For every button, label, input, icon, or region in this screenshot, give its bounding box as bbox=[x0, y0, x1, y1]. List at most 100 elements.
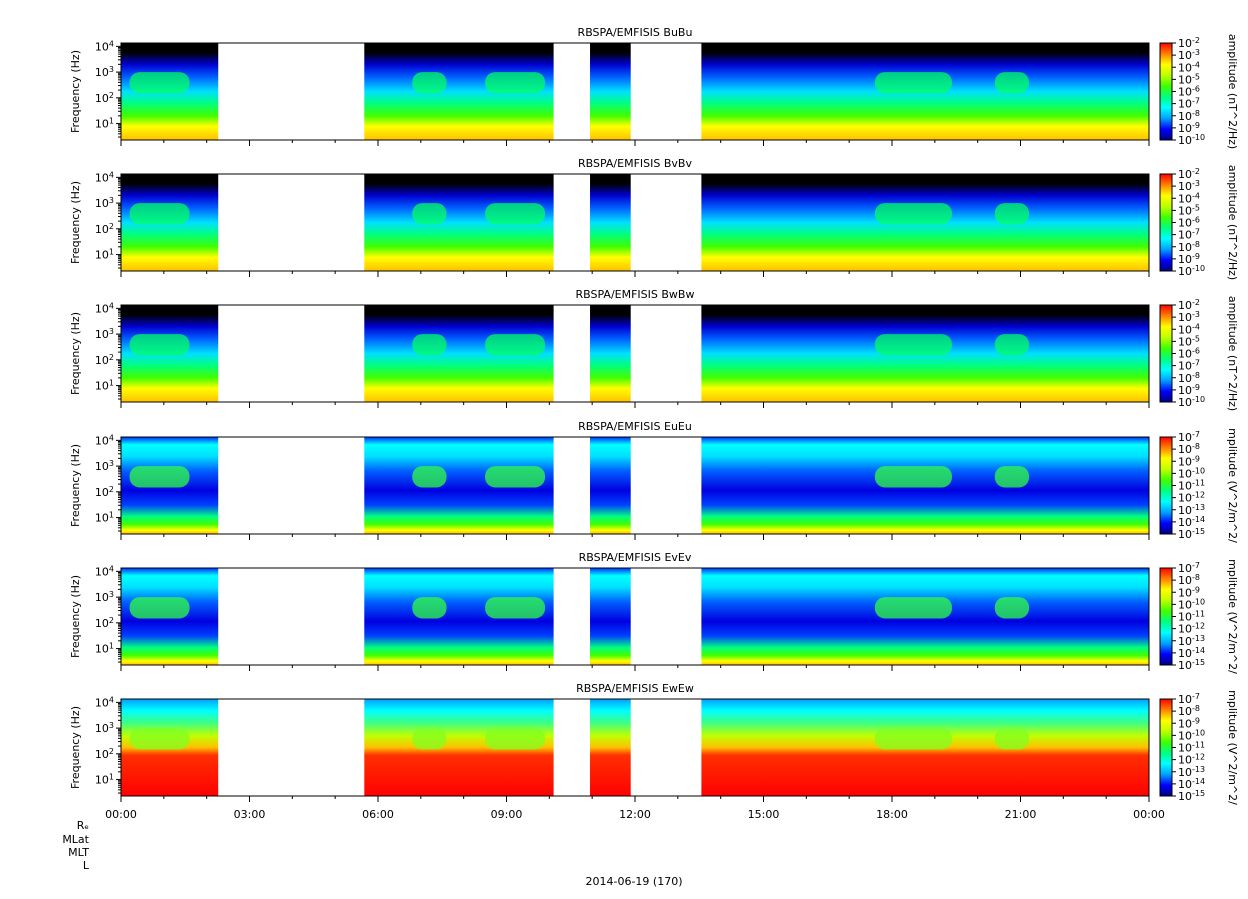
emission-band bbox=[412, 334, 447, 356]
colorbar-tick-label: 10-5 bbox=[1178, 72, 1200, 86]
y-tick-label: 103 bbox=[95, 459, 114, 473]
panel-title: RBSPA/EMFISIS EvEv bbox=[579, 551, 692, 564]
colorbar-tick-label: 10-4 bbox=[1178, 191, 1200, 205]
emission-band bbox=[129, 334, 190, 356]
colorbar-tick-label: 10-4 bbox=[1178, 322, 1200, 336]
emission-band bbox=[485, 203, 546, 225]
colorbar-tick-label: 10-11 bbox=[1178, 479, 1205, 493]
data-gap bbox=[553, 437, 591, 534]
colorbar-tick-label: 10-7 bbox=[1178, 228, 1200, 242]
colorbar-tick-label: 10-14 bbox=[1178, 777, 1205, 791]
y-tick-label: 102 bbox=[95, 91, 114, 105]
colorbar-tick-label: 10-15 bbox=[1178, 658, 1205, 672]
colorbar-tick-label: 10-9 bbox=[1178, 454, 1200, 468]
date-label: 2014-06-19 (170) bbox=[585, 875, 682, 888]
colorbar-tick-label: 10-15 bbox=[1178, 527, 1205, 541]
colorbar-tick-label: 10-15 bbox=[1178, 789, 1205, 803]
colorbar bbox=[1159, 173, 1173, 272]
y-tick-label: 101 bbox=[95, 248, 114, 262]
colorbar-tick-label: 10-12 bbox=[1178, 753, 1205, 767]
colorbar-tick-label: 10-12 bbox=[1178, 622, 1205, 636]
colorbar-tick-label: 10-7 bbox=[1178, 97, 1200, 111]
colorbar-tick-label: 10-5 bbox=[1178, 203, 1200, 217]
ephemeris-label: MLat bbox=[62, 833, 89, 846]
colorbar-tick-label: 10-13 bbox=[1178, 503, 1205, 517]
colorbar-tick-label: 10-14 bbox=[1178, 515, 1205, 529]
colorbar-tick-label: 10-10 bbox=[1178, 728, 1205, 742]
colorbar-tick-label: 10-6 bbox=[1178, 85, 1200, 99]
data-gap bbox=[630, 568, 702, 665]
y-tick-label: 102 bbox=[95, 222, 114, 236]
emission-band bbox=[874, 72, 952, 94]
y-tick-label: 102 bbox=[95, 485, 114, 499]
y-tick-label: 104 bbox=[95, 433, 114, 447]
colorbar-tick-label: 10-6 bbox=[1178, 216, 1200, 230]
colorbar-tick-label: 10-4 bbox=[1178, 60, 1200, 74]
colorbar-tick-label: 10-10 bbox=[1178, 597, 1205, 611]
colorbar-tick-label: 10-2 bbox=[1178, 298, 1200, 312]
colorbar-tick-label: 10-10 bbox=[1178, 395, 1205, 409]
emission-band bbox=[129, 72, 190, 94]
x-tick-label: 00:00 bbox=[1133, 808, 1165, 821]
colorbar-tick-label: 10-9 bbox=[1178, 716, 1200, 730]
emission-band bbox=[994, 466, 1030, 488]
colorbar-tick-label: 10-8 bbox=[1178, 109, 1200, 123]
colorbar-tick-label: 10-10 bbox=[1178, 133, 1205, 147]
y-tick-label: 103 bbox=[95, 196, 114, 210]
emission-band bbox=[412, 466, 447, 488]
x-tick-label: 06:00 bbox=[362, 808, 394, 821]
y-axis-label: Frequency (Hz) bbox=[69, 50, 82, 133]
colorbar-tick-label: 10-9 bbox=[1178, 585, 1200, 599]
colorbar-label: mplitude (V^2/m^2/ bbox=[1226, 690, 1239, 805]
y-tick-label: 101 bbox=[95, 379, 114, 393]
data-gap bbox=[630, 437, 702, 534]
colorbar bbox=[1159, 42, 1173, 141]
y-tick-label: 104 bbox=[95, 39, 114, 53]
colorbar-tick-label: 10-8 bbox=[1178, 704, 1200, 718]
y-tick-label: 101 bbox=[95, 117, 114, 131]
emission-band bbox=[485, 597, 546, 619]
emission-band bbox=[412, 728, 447, 750]
colorbar-label: mplitude (V^2/m^2/ bbox=[1226, 428, 1239, 543]
emission-band bbox=[874, 334, 952, 356]
panel-1: RBSPA/EMFISIS BuBu 101 102 103 104 Frequency … bbox=[69, 26, 1239, 149]
emission-band bbox=[412, 72, 447, 94]
emission-band bbox=[994, 203, 1030, 225]
y-tick-label: 101 bbox=[95, 773, 114, 787]
y-tick-label: 103 bbox=[95, 721, 114, 735]
y-tick-label: 103 bbox=[95, 327, 114, 341]
colorbar bbox=[1159, 436, 1173, 535]
colorbar-tick-label: 10-9 bbox=[1178, 252, 1200, 266]
data-gap bbox=[218, 305, 365, 402]
emission-band bbox=[994, 597, 1030, 619]
y-tick-label: 101 bbox=[95, 511, 114, 525]
y-tick-label: 104 bbox=[95, 170, 114, 184]
emission-band bbox=[412, 203, 447, 225]
colorbar bbox=[1159, 304, 1173, 403]
colorbar-label: mplitude (V^2/m^2/ bbox=[1226, 559, 1239, 674]
colorbar-tick-label: 10-8 bbox=[1178, 240, 1200, 254]
data-gap bbox=[553, 568, 591, 665]
colorbar-tick-label: 10-6 bbox=[1178, 347, 1200, 361]
ephemeris-label: Rₑ bbox=[77, 819, 89, 832]
data-gap bbox=[630, 174, 702, 271]
emission-band bbox=[485, 466, 546, 488]
colorbar-tick-label: 10-7 bbox=[1178, 561, 1200, 575]
y-axis-label: Frequency (Hz) bbox=[69, 706, 82, 789]
colorbar-tick-label: 10-7 bbox=[1178, 359, 1200, 373]
colorbar-label: amplitude (nT^2/Hz) bbox=[1226, 34, 1239, 149]
colorbar bbox=[1159, 567, 1173, 666]
y-axis-label: Frequency (Hz) bbox=[69, 575, 82, 658]
colorbar-tick-label: 10-3 bbox=[1178, 48, 1200, 62]
colorbar-tick-label: 10-2 bbox=[1178, 36, 1200, 50]
ephemeris-label: L bbox=[83, 859, 90, 872]
x-tick-label: 09:00 bbox=[491, 808, 523, 821]
y-tick-label: 101 bbox=[95, 642, 114, 656]
panel-title: RBSPA/EMFISIS EwEw bbox=[576, 682, 694, 695]
colorbar-tick-label: 10-8 bbox=[1178, 442, 1200, 456]
emission-band bbox=[874, 203, 952, 225]
colorbar-tick-label: 10-11 bbox=[1178, 741, 1205, 755]
colorbar-tick-label: 10-9 bbox=[1178, 383, 1200, 397]
y-tick-label: 102 bbox=[95, 353, 114, 367]
